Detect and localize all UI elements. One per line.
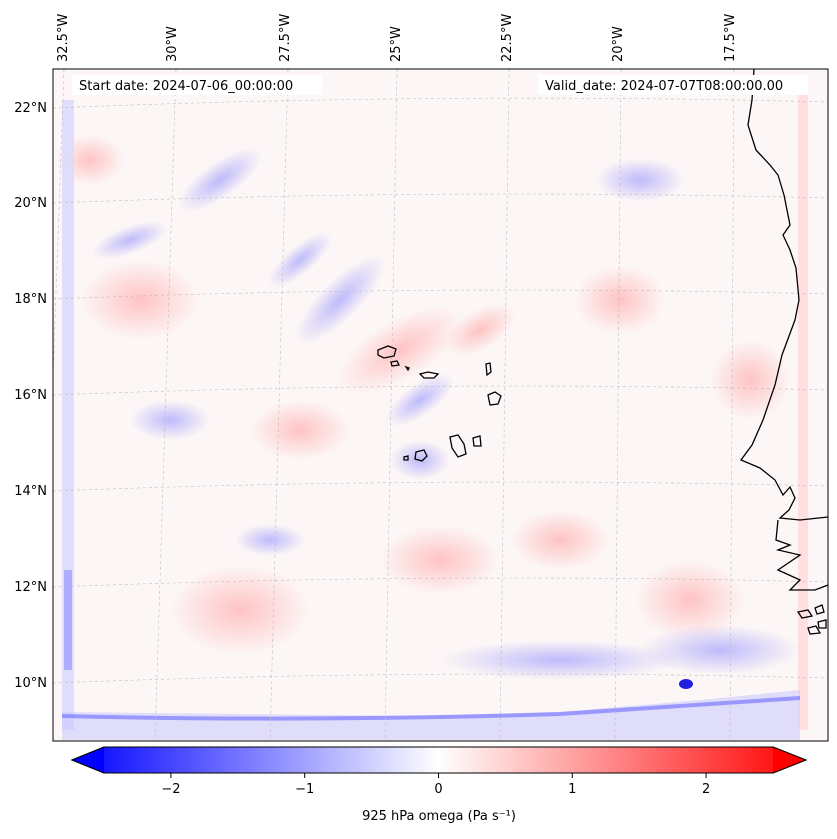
cape-verde-santa-luzia <box>404 365 410 372</box>
cape-verde-boa-vista <box>487 391 502 406</box>
cape-verde-sao-vicente <box>390 360 400 367</box>
colorbar-tick-label: 2 <box>702 782 710 797</box>
lat-label-22n: 22°N <box>14 101 47 116</box>
longitude-labels: 32.5°W 30°W 27.5°W 25°W 22.5°W 20°W 17.5… <box>56 14 738 62</box>
gridlines <box>53 69 828 741</box>
lat-label-10n: 10°N <box>14 676 47 691</box>
lon-label-25w: 25°W <box>389 26 404 62</box>
africa-coastline <box>739 69 828 591</box>
colorbar-extend-high <box>773 747 806 773</box>
strong-ascent-spot <box>679 679 693 689</box>
lat-label-12n: 12°N <box>14 580 47 595</box>
bijagos-islands <box>796 604 827 635</box>
colorbar-tick-label: 0 <box>434 782 442 797</box>
cape-verde-santo-antao <box>377 345 397 359</box>
start-date-label: Start date: 2024-07-06_00:00:00 <box>79 79 293 94</box>
start-date-box <box>72 75 322 95</box>
lon-label-17-5w: 17.5°W <box>723 14 738 62</box>
map-frame <box>52 68 829 742</box>
valid-date-label: Valid_date: 2024-07-07T08:00:00.00 <box>545 79 783 94</box>
colorbar-extend-low <box>72 747 104 773</box>
lon-label-30w: 30°W <box>165 26 180 62</box>
colorbar-ticks: −2 −1 0 1 2 <box>161 773 710 797</box>
coastlines <box>377 69 828 635</box>
lon-label-22-5w: 22.5°W <box>500 14 515 62</box>
colorbar-tick-label: −1 <box>295 782 314 797</box>
colorbar-tick-label: −2 <box>161 782 180 797</box>
lat-label-16n: 16°N <box>14 388 47 403</box>
cape-verde-brava <box>403 455 409 461</box>
colorbar-tick-label: 1 <box>568 782 576 797</box>
cape-verde-santiago <box>449 434 467 458</box>
lat-label-14n: 14°N <box>14 484 47 499</box>
lon-label-27-5w: 27.5°W <box>278 14 293 62</box>
lon-label-32-5w: 32.5°W <box>56 14 71 62</box>
lat-label-20n: 20°N <box>14 196 47 211</box>
latitude-labels: 22°N 20°N 18°N 16°N 14°N 12°N 10°N <box>14 101 47 691</box>
colorbar-title: 925 hPa omega (Pa s⁻¹) <box>362 809 516 824</box>
map-panel <box>53 69 828 741</box>
colorbar-bar <box>70 746 808 774</box>
cape-verde-fogo <box>414 449 428 462</box>
omega-field <box>55 135 800 680</box>
valid-date-box <box>538 75 808 95</box>
cape-verde-sao-nicolau <box>418 371 440 379</box>
southern-boundary-band <box>62 690 800 740</box>
lat-label-18n: 18°N <box>14 292 47 307</box>
colorbar: −2 −1 0 1 2 925 hPa omega (Pa s⁻¹) <box>70 746 808 824</box>
lon-label-20w: 20°W <box>611 26 626 62</box>
cape-verde-sal <box>485 362 492 377</box>
eastern-boundary-band <box>798 80 808 730</box>
cape-verde-maio <box>472 435 482 447</box>
